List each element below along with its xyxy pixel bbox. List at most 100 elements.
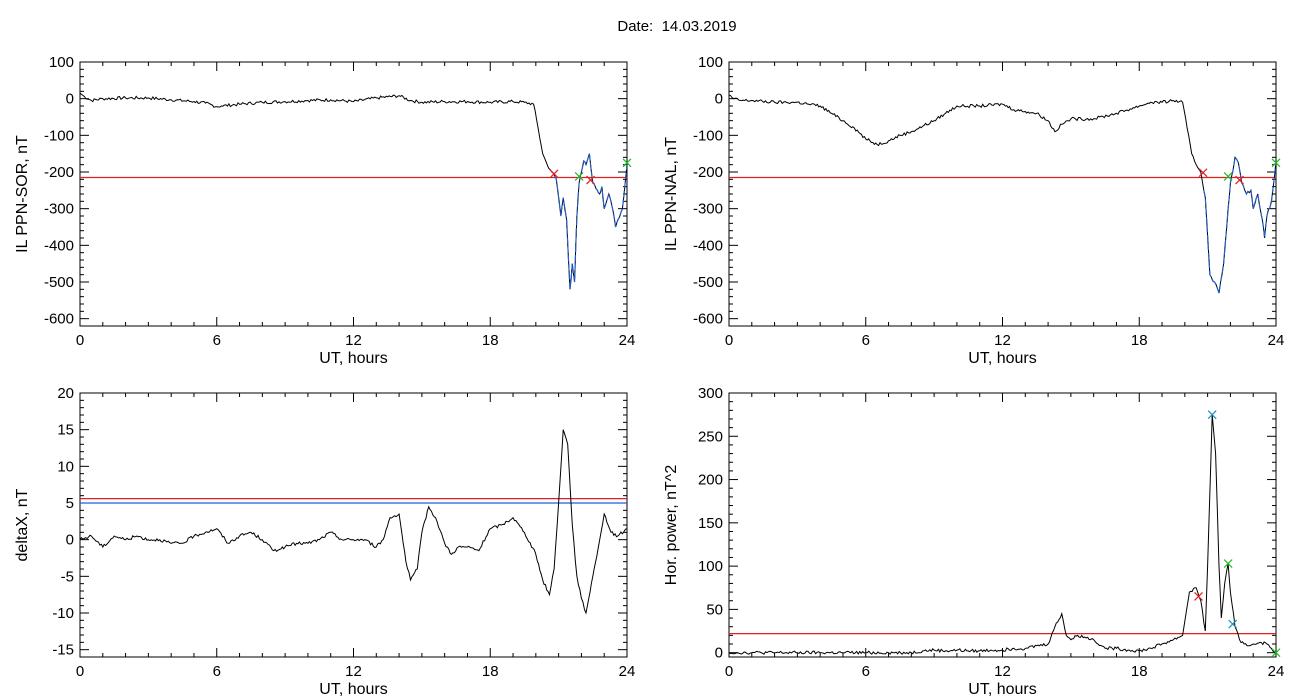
x-axis-label: UT, hours [319, 681, 387, 698]
x-tick-label: 6 [862, 332, 870, 349]
chart-deltax: 0 6 12 18 24 20 15 10 5 0 -5 -10 -15 UT, hours deltaX,… [14, 385, 635, 698]
date-label: Date: [617, 18, 654, 35]
marker-stroke [1271, 158, 1281, 168]
y-tick-label: 100 [49, 54, 74, 71]
series-line [80, 429, 627, 615]
marker-red [1235, 175, 1244, 185]
x-tick-label: 12 [994, 663, 1011, 680]
y-tick-label: -600 [44, 311, 74, 328]
plot-frame [79, 392, 628, 658]
x-axis-label: UT, hours [968, 681, 1036, 698]
marker-red [586, 175, 595, 185]
marker-stroke [1198, 168, 1208, 178]
x-tick-label: 0 [76, 663, 84, 680]
plot-area [80, 429, 627, 615]
marker-stroke [1194, 591, 1203, 601]
marker-stroke [586, 175, 595, 185]
y-tick-label: -10 [52, 605, 74, 622]
chart-nal: 0 6 12 18 24 100 0 -100 -200 -300 -400 -500 -600 UT, … [663, 54, 1284, 367]
y-tick-label: 200 [698, 472, 723, 489]
plot-frame [728, 392, 1277, 658]
plot-area [729, 414, 1276, 655]
x-tick-label: 12 [345, 332, 362, 349]
y-tick-label: 150 [698, 515, 723, 532]
marker-green [1223, 559, 1233, 568]
y-tick-label: 0 [715, 91, 723, 108]
y-tick-label: -500 [693, 274, 723, 291]
y-tick-label: 15 [57, 422, 74, 439]
x-tick-label: 24 [1268, 332, 1285, 349]
y-tick-label: -15 [52, 642, 74, 659]
plot-area [80, 92, 627, 290]
y-axis-label: IL PPN-NAL, nT [663, 137, 680, 251]
marker-green [1223, 171, 1233, 181]
x-tick-label: 24 [619, 663, 636, 680]
y-tick-label: -400 [44, 237, 74, 254]
plot-frame [728, 61, 1277, 327]
marker-blue [1228, 619, 1238, 629]
x-tick-label: 18 [482, 663, 499, 680]
x-tick-label: 0 [76, 332, 84, 349]
y-tick-label: -600 [693, 311, 723, 328]
series-line [729, 414, 1276, 655]
y-axis-label: IL PPN-SOR, nT [14, 135, 31, 253]
y-tick-label: 0 [66, 91, 74, 108]
x-tick-label: 0 [725, 663, 733, 680]
y-tick-label: 100 [698, 558, 723, 575]
y-tick-label: 0 [66, 532, 74, 549]
marker-green [1271, 648, 1281, 658]
x-axis-label: UT, hours [968, 350, 1036, 367]
marker-green [622, 158, 632, 168]
x-tick-label: 18 [482, 332, 499, 349]
plot-area [729, 94, 1276, 294]
y-tick-label: -500 [44, 274, 74, 291]
y-tick-label: -5 [61, 568, 74, 585]
series-highlight [554, 153, 627, 290]
x-tick-label: 6 [213, 663, 221, 680]
y-tick-label: -100 [44, 127, 74, 144]
x-axis-label: UT, hours [319, 350, 387, 367]
y-axis-label: deltaX, nT [14, 488, 31, 561]
marker-stroke [1223, 559, 1233, 568]
y-tick-label: -300 [44, 201, 74, 218]
marker-stroke [1223, 171, 1233, 181]
y-tick-label: 250 [698, 428, 723, 445]
x-tick-label: 24 [1268, 663, 1285, 680]
y-tick-label: -100 [693, 127, 723, 144]
series-line [80, 92, 627, 290]
chart-power: 0 6 12 18 24 300 250 200 150 100 50 0 UT, hours Hor. … [663, 385, 1284, 698]
x-tick-label: 6 [213, 332, 221, 349]
y-tick-label: 100 [698, 54, 723, 71]
page-title: Date: 14.03.2019 [0, 18, 1300, 35]
chart-sor: 0 6 12 18 24 100 0 -100 -200 -300 -400 -500 -600 UT, … [14, 54, 635, 367]
y-tick-label: 0 [715, 645, 723, 662]
marker-stroke [1271, 648, 1281, 658]
y-tick-label: -300 [693, 201, 723, 218]
marker-blue [1207, 410, 1217, 420]
marker-green [574, 171, 584, 181]
marker-stroke [1228, 619, 1238, 629]
x-tick-label: 6 [862, 663, 870, 680]
date-value: 14.03.2019 [661, 18, 737, 35]
y-axis-label: Hor. power, nT^2 [663, 465, 680, 586]
y-tick-label: 50 [706, 601, 723, 618]
marker-stroke [574, 171, 584, 181]
marker-stroke [622, 158, 632, 168]
x-tick-label: 18 [1131, 332, 1148, 349]
y-tick-label: -200 [693, 164, 723, 181]
marker-stroke [549, 169, 559, 179]
y-tick-label: -200 [44, 164, 74, 181]
x-tick-label: 24 [619, 332, 636, 349]
x-tick-label: 12 [994, 332, 1011, 349]
y-tick-label: 5 [66, 495, 74, 512]
marker-stroke [1235, 175, 1244, 185]
marker-green [1271, 158, 1281, 168]
y-tick-label: 300 [698, 385, 723, 402]
marker-red [1198, 168, 1208, 178]
marker-red [549, 169, 559, 179]
x-tick-label: 18 [1131, 663, 1148, 680]
y-tick-label: 20 [57, 385, 74, 402]
series-line [729, 94, 1276, 294]
marker-red [1194, 591, 1203, 601]
